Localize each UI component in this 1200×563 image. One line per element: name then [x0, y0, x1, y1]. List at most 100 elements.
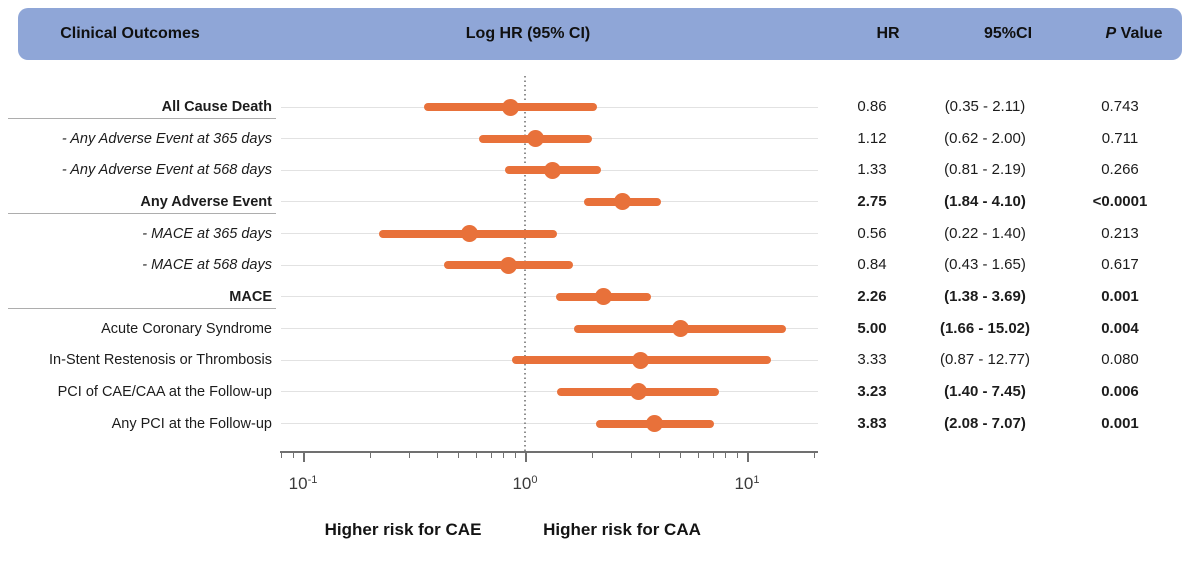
row-label: Any Adverse Event	[140, 193, 272, 210]
row-label: - MACE at 568 days	[142, 257, 272, 274]
hr-point	[632, 351, 650, 369]
hr-point	[460, 225, 478, 243]
ci-value: (1.40 - 7.45)	[944, 382, 1026, 400]
row-label: Any PCI at the Follow-up	[111, 415, 272, 432]
row-gridline	[281, 296, 818, 298]
p-value: 0.004	[1101, 319, 1139, 337]
group-separator	[8, 212, 276, 214]
p-value: 0.006	[1101, 382, 1139, 400]
x-axis-minor-tick	[725, 453, 727, 458]
hr-value: 3.33	[857, 351, 887, 369]
ci-value: (0.43 - 1.65)	[944, 256, 1026, 274]
ci-value: (2.08 - 7.07)	[944, 414, 1026, 432]
x-axis-minor-tick	[630, 453, 632, 458]
hr-value: 2.75	[857, 192, 887, 210]
x-axis-major-tick	[525, 453, 527, 462]
ci-value: (0.81 - 2.19)	[944, 161, 1026, 179]
x-axis-minor-tick	[514, 453, 516, 458]
hr-point	[499, 256, 517, 274]
header-hr: HR	[876, 25, 900, 42]
header-p-rest: Value	[1120, 25, 1163, 42]
x-axis-minor-tick	[680, 453, 682, 458]
group-separator	[8, 118, 276, 119]
hr-point	[614, 193, 632, 211]
ci-value: (0.87 - 12.77)	[939, 351, 1031, 369]
hr-value: 1.33	[857, 161, 887, 179]
hr-point	[629, 383, 647, 401]
hr-point	[671, 320, 689, 338]
row-label: All Cause Death	[161, 99, 272, 115]
p-value: 0.743	[1101, 98, 1139, 115]
header-95ci: 95%CI	[983, 25, 1033, 42]
row-label: In-Stent Restenosis or Thrombosis	[49, 352, 272, 369]
row-gridline	[281, 328, 818, 330]
x-axis-minor-tick	[292, 453, 294, 458]
group-separator	[8, 307, 276, 309]
tick-exponent: 1	[753, 474, 760, 486]
ci-value: (1.38 - 3.69)	[944, 287, 1026, 305]
hr-value: 0.86	[857, 98, 887, 115]
row-label: - Any Adverse Event at 365 days	[61, 130, 272, 147]
hr-value: 3.83	[857, 414, 887, 432]
x-axis-minor-tick	[697, 453, 699, 458]
ci-value: (1.84 - 4.10)	[944, 192, 1026, 210]
xlabel-higher-risk-cae: Higher risk for CAE	[324, 520, 482, 539]
x-axis-minor-tick	[658, 453, 660, 458]
ci-value: (0.35 - 2.11)	[944, 98, 1026, 115]
hr-point	[543, 161, 561, 179]
x-axis-minor-tick	[369, 453, 371, 458]
x-axis-minor-tick	[458, 453, 460, 458]
row-gridline	[281, 423, 818, 424]
x-axis-minor-tick	[712, 453, 714, 458]
x-axis-minor-tick	[813, 453, 815, 458]
tick-exponent: -1	[307, 474, 318, 486]
x-axis-tick-label: 101	[734, 474, 760, 493]
x-axis-minor-tick	[591, 453, 593, 458]
hr-value: 0.84	[857, 256, 887, 274]
x-axis-minor-tick	[436, 453, 438, 458]
row-label: - Any Adverse Event at 568 days	[61, 162, 272, 179]
xlabel-higher-risk-caa: Higher risk for CAA	[543, 520, 701, 539]
hr-point	[645, 415, 663, 432]
x-axis-major-tick	[747, 453, 749, 462]
ci-value: (0.22 - 1.40)	[944, 224, 1026, 242]
x-axis-minor-tick	[281, 453, 283, 458]
hr-value: 5.00	[857, 319, 887, 337]
p-value: 0.080	[1101, 351, 1139, 369]
p-value: 0.213	[1101, 224, 1139, 242]
row-label: Acute Coronary Syndrome	[101, 320, 272, 337]
x-axis-minor-tick	[490, 453, 492, 458]
p-value: 0.711	[1101, 129, 1139, 147]
p-value: 0.001	[1101, 414, 1139, 432]
hr-point	[501, 98, 519, 116]
header-p-italic: P	[1105, 25, 1117, 42]
header-log-hr: Log HR (95% CI)	[465, 25, 591, 42]
p-value: 0.001	[1101, 287, 1139, 305]
header-p-value: P Value	[1059, 22, 1200, 46]
x-axis-minor-tick	[408, 453, 410, 458]
hr-value: 1.12	[857, 129, 887, 147]
hr-value: 0.56	[857, 224, 887, 242]
ci-value: (1.66 - 15.02)	[939, 319, 1031, 337]
x-axis-minor-tick	[736, 453, 738, 458]
x-axis-line	[280, 451, 818, 453]
row-gridline	[281, 201, 818, 203]
row-label: PCI of CAE/CAA at the Follow-up	[57, 383, 272, 400]
ci-value: (0.62 - 2.00)	[944, 129, 1026, 147]
column-header-bar: Clinical Outcomes Log HR (95% CI) HR 95%…	[18, 8, 1182, 60]
p-value: 0.266	[1101, 161, 1139, 179]
x-axis-tick-label: 10-1	[288, 474, 318, 493]
row-label: MACE	[229, 288, 272, 305]
p-value: <0.0001	[1092, 192, 1148, 210]
row-label: - MACE at 365 days	[142, 225, 272, 242]
tick-exponent: 0	[531, 474, 538, 486]
x-axis-tick-label: 100	[512, 474, 538, 493]
x-axis-minor-tick	[503, 453, 505, 458]
x-axis-minor-tick	[475, 453, 477, 458]
hr-point	[595, 288, 613, 306]
hr-value: 3.23	[857, 382, 887, 400]
hr-point	[527, 130, 545, 148]
